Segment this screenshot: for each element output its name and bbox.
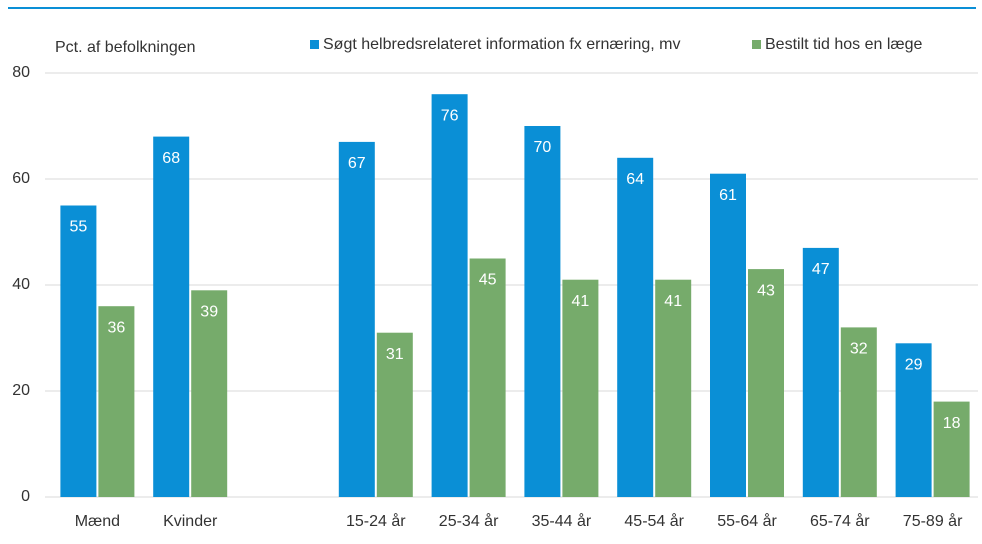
bar: [338, 141, 375, 497]
x-tick-label: 65-74 år: [810, 512, 870, 530]
bar: [655, 279, 692, 497]
value-label: 61: [719, 187, 737, 204]
value-label: 41: [664, 293, 682, 310]
bar: [895, 343, 932, 497]
legend-label: Bestilt tid hos en læge: [765, 36, 923, 53]
x-tick-label: 45-54 år: [624, 512, 684, 530]
bar: [710, 173, 746, 497]
y-tick-label: 80: [12, 64, 30, 81]
bar: [562, 279, 599, 497]
value-label: 18: [943, 415, 961, 432]
legend-swatch: [310, 40, 319, 49]
y-tick-label: 20: [12, 382, 30, 399]
value-label: 41: [572, 293, 590, 310]
bar: [98, 306, 135, 497]
value-label: 64: [626, 171, 644, 188]
x-tick-label: 75-89 år: [903, 512, 963, 530]
y-axis-label: Pct. af befolkningen: [55, 39, 196, 56]
x-tick-label: 15-24 år: [346, 512, 406, 530]
value-label: 31: [386, 346, 404, 363]
value-label: 70: [534, 139, 552, 156]
value-label: 67: [348, 155, 366, 172]
value-label: 45: [479, 272, 497, 289]
value-label: 43: [757, 282, 775, 299]
bar: [153, 136, 190, 497]
x-tick-label: Kvinder: [163, 513, 218, 530]
value-label: 29: [905, 357, 923, 374]
value-label: 76: [441, 107, 459, 124]
bar: [524, 126, 561, 497]
y-tick-label: 40: [12, 276, 30, 293]
value-label: 36: [108, 319, 126, 336]
x-tick-label: Mænd: [75, 513, 120, 530]
value-label: 32: [850, 341, 868, 358]
bar: [376, 332, 413, 497]
value-label: 39: [200, 304, 218, 321]
bar: [60, 205, 97, 497]
bar: [191, 290, 228, 497]
bar: [802, 247, 839, 497]
bar: [469, 258, 506, 497]
bar: [748, 269, 784, 497]
value-label: 55: [70, 219, 88, 236]
x-tick-label: 55-64 år: [717, 512, 777, 530]
y-tick-label: 60: [12, 170, 30, 187]
y-tick-label: 0: [21, 488, 30, 505]
bar: [431, 94, 468, 497]
bar: [617, 157, 654, 498]
legend-label: Søgt helbredsrelateret information fx er…: [323, 36, 680, 53]
x-tick-label: 35-44 år: [532, 512, 592, 530]
bar: [840, 327, 877, 497]
bar: [933, 401, 970, 497]
value-label: 68: [162, 150, 180, 167]
value-label: 47: [812, 261, 830, 278]
x-tick-label: 25-34 år: [439, 512, 499, 530]
legend-swatch: [752, 40, 761, 49]
